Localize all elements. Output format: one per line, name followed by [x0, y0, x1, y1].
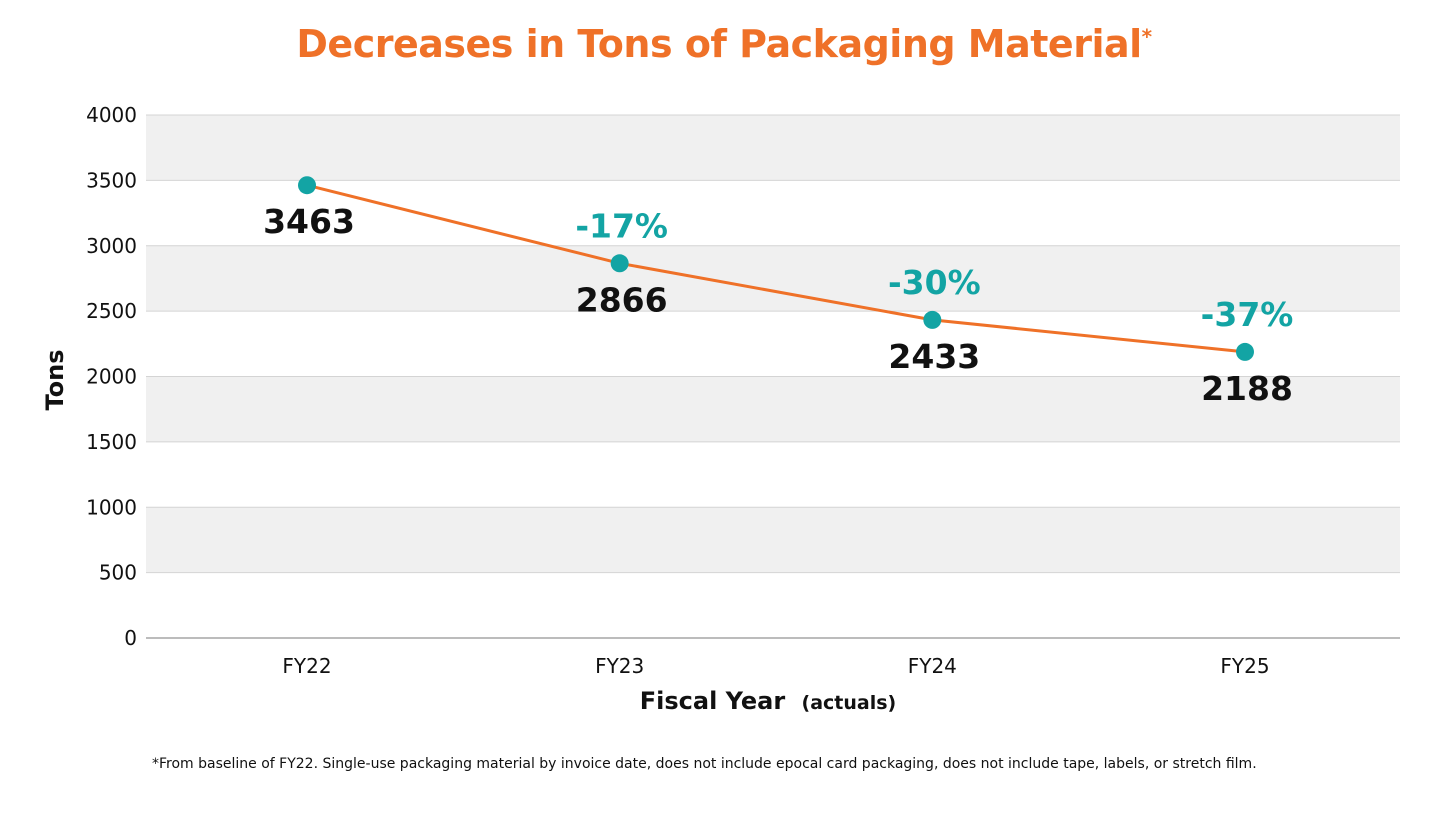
- y-tick-label: 2500: [86, 299, 137, 323]
- y-axis-title: Tons: [41, 349, 69, 410]
- series-line-tons: [306, 183, 1246, 354]
- y-tick-label: 2000: [86, 365, 137, 389]
- footnote: *From baseline of FY22. Single-use packa…: [152, 756, 1257, 772]
- y-tick-label: 500: [99, 561, 137, 585]
- value-label: 3463: [263, 202, 355, 241]
- data-labels: 3463 2866 -17% 2433 -30% 2188 -37%: [263, 202, 1293, 408]
- x-tick-labels: FY22 FY23 FY24 FY25: [282, 654, 1269, 678]
- x-axis-title: Fiscal Year (actuals): [640, 687, 896, 715]
- grid-band: [146, 507, 1400, 573]
- value-label: 2866: [576, 280, 668, 319]
- y-tick-label: 1500: [86, 430, 137, 454]
- x-axis-title-main: Fiscal Year: [640, 687, 786, 715]
- y-tick-label: 0: [124, 626, 137, 650]
- data-point-fy23: [610, 254, 629, 273]
- data-point-fy22: [298, 176, 316, 195]
- grid-band: [146, 376, 1400, 442]
- data-points: [298, 176, 1254, 361]
- x-tick-label: FY23: [595, 654, 644, 678]
- change-label: -17%: [575, 206, 668, 245]
- y-tick-label: 3500: [86, 168, 137, 192]
- x-tick-label: FY22: [282, 654, 331, 678]
- data-point-fy25: [1236, 342, 1254, 361]
- title-footnote-marker: *: [1141, 24, 1152, 49]
- y-tick-label: 4000: [86, 103, 137, 127]
- y-tick-label: 3000: [86, 234, 137, 258]
- change-label: -30%: [888, 263, 981, 302]
- grid-bands: [146, 115, 1400, 573]
- chart-title: Decreases in Tons of Packaging Material*: [296, 22, 1152, 66]
- data-point-fy24: [923, 310, 942, 329]
- gridlines: [146, 114, 1400, 574]
- grid-band: [146, 115, 1400, 181]
- value-label: 2188: [1201, 369, 1293, 408]
- y-tick-labels: 0 500 1000 1500 2000 2500 3000 3500 4000: [86, 103, 137, 650]
- value-label: 2433: [888, 337, 980, 376]
- grid-band: [146, 245, 1400, 312]
- x-tick-label: FY24: [908, 654, 957, 678]
- change-label: -37%: [1201, 295, 1294, 334]
- x-tick-label: FY25: [1220, 654, 1269, 678]
- y-tick-label: 1000: [86, 495, 137, 519]
- x-axis-title-suffix: (actuals): [802, 692, 897, 714]
